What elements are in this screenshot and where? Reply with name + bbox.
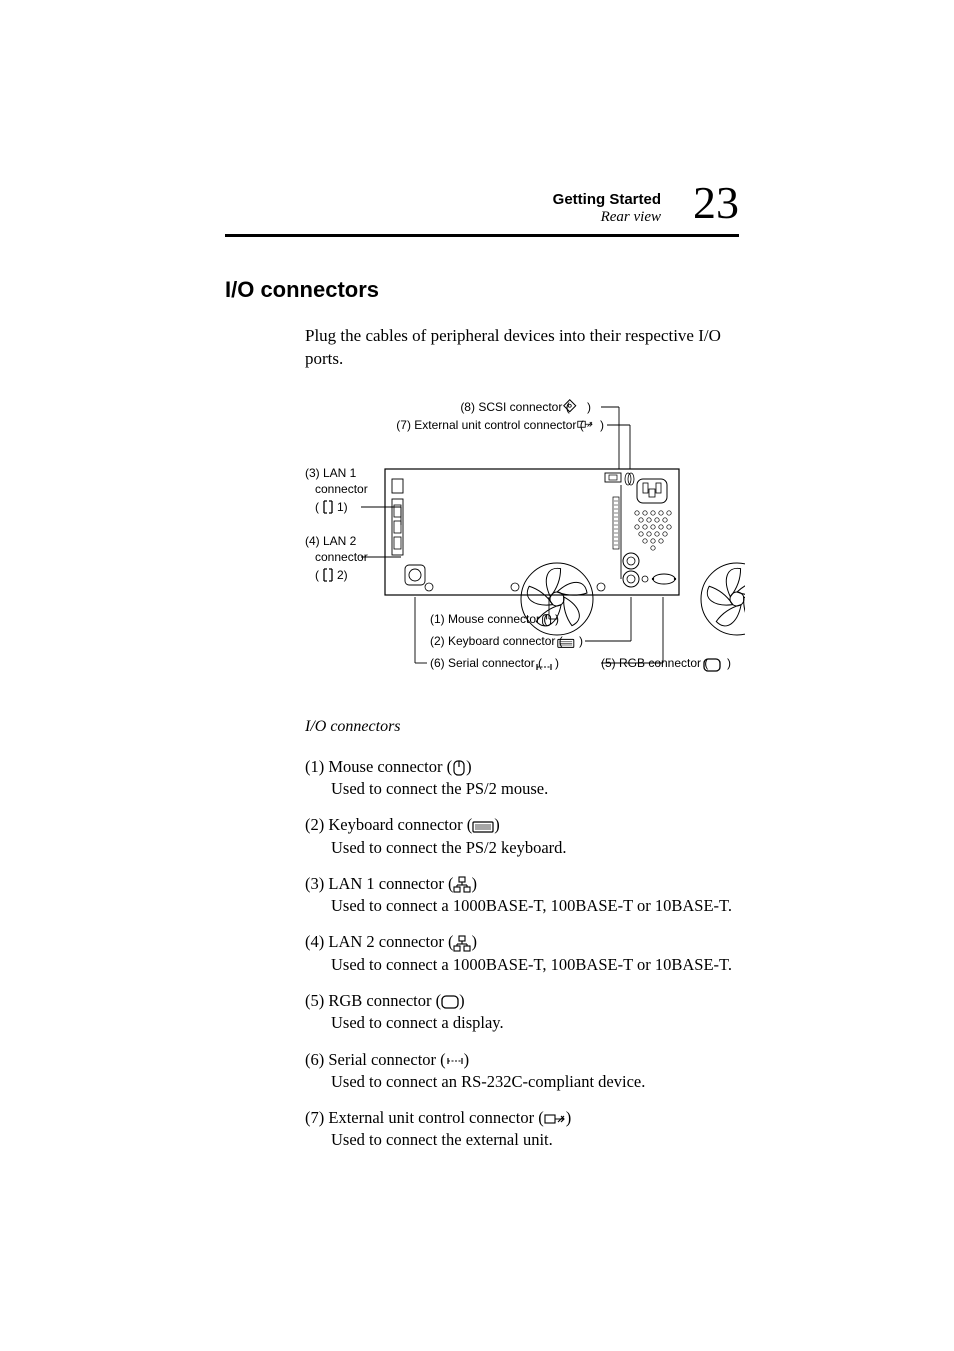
diagram-caption: I/O connectors [305, 718, 739, 736]
item-1: (1) Mouse connector () Used to connect t… [305, 756, 739, 801]
mouse-icon [452, 759, 466, 777]
dlabel-ext: (7) External unit control connector ( [396, 418, 583, 432]
monitor-icon [441, 994, 459, 1010]
lan-icon [453, 876, 471, 894]
item-1-head: (1) Mouse connector ( [305, 757, 452, 776]
item-7: (7) External unit control connector () U… [305, 1107, 739, 1152]
dlabel-lan2b: connector [315, 550, 368, 564]
item-6: (6) Serial connector () Used to connect … [305, 1049, 739, 1094]
dlabel-lan2a: (4) LAN 2 [305, 534, 357, 548]
io-diagram: (8) SCSI connector ( ) (7) External unit… [305, 397, 745, 712]
dlabel-mouse-close: ) [555, 612, 559, 626]
dlabel-lan2d: 2) [337, 568, 348, 582]
dlabel-ext-close: ) [600, 418, 604, 432]
dlabel-lan1b: connector [315, 482, 368, 496]
page-number: 23 [693, 180, 739, 226]
item-7-tail: ) [566, 1108, 572, 1127]
lan-icon [453, 935, 471, 953]
item-2: (2) Keyboard connector () Used to connec… [305, 814, 739, 859]
item-1-tail: ) [466, 757, 472, 776]
dlabel-kbd-close: ) [579, 634, 583, 648]
item-5-desc: Used to connect a display. [305, 1012, 739, 1034]
dlabel-lan1a: (3) LAN 1 [305, 466, 357, 480]
item-4: (4) LAN 2 connector () Used to connect a… [305, 931, 739, 976]
item-3-head: (3) LAN 1 connector ( [305, 874, 453, 893]
dlabel-rgb-close: ) [727, 656, 731, 670]
item-6-head: (6) Serial connector ( [305, 1050, 446, 1069]
dlabel-rgb: (5) RGB connector ( [601, 656, 708, 670]
item-3-tail: ) [471, 874, 477, 893]
item-7-desc: Used to connect the external unit. [305, 1129, 739, 1151]
item-2-tail: ) [494, 815, 500, 834]
item-1-desc: Used to connect the PS/2 mouse. [305, 778, 739, 800]
serial-icon [446, 1053, 464, 1069]
item-4-tail: ) [471, 932, 477, 951]
item-6-desc: Used to connect an RS-232C-compliant dev… [305, 1071, 739, 1093]
keyboard-icon [472, 819, 494, 835]
dlabel-serial: (6) Serial connector ( [430, 656, 542, 670]
dlabel-kbd: (2) Keyboard connector ( [430, 634, 563, 648]
item-5-tail: ) [459, 991, 465, 1010]
intro-text: Plug the cables of peripheral devices in… [305, 325, 739, 371]
item-3-desc: Used to connect a 1000BASE-T, 100BASE-T … [305, 895, 739, 917]
header-section: Getting Started [553, 192, 661, 209]
item-6-tail: ) [464, 1050, 470, 1069]
item-2-desc: Used to connect the PS/2 keyboard. [305, 837, 739, 859]
dlabel-serial-close: ) [555, 656, 559, 670]
item-2-head: (2) Keyboard connector ( [305, 815, 472, 834]
item-4-desc: Used to connect a 1000BASE-T, 100BASE-T … [305, 954, 739, 976]
dlabel-scsi-close: ) [587, 400, 591, 414]
section-title: I/O connectors [225, 277, 739, 303]
dlabel-mouse: (1) Mouse connector ( [430, 612, 547, 626]
item-5: (5) RGB connector () Used to connect a d… [305, 990, 739, 1035]
item-4-head: (4) LAN 2 connector ( [305, 932, 453, 951]
external-unit-icon [544, 1112, 566, 1126]
dlabel-lan1d: 1) [337, 500, 348, 514]
item-7-head: (7) External unit control connector ( [305, 1108, 544, 1127]
dlabel-lan2c: ( [315, 568, 319, 582]
page-header: Getting Started Rear view 23 [225, 180, 739, 226]
header-subsection: Rear view [553, 208, 661, 226]
item-3: (3) LAN 1 connector () Used to connect a… [305, 873, 739, 918]
item-5-head: (5) RGB connector ( [305, 991, 441, 1010]
dlabel-lan1c: ( [315, 500, 319, 514]
header-rule [225, 234, 739, 237]
dlabel-scsi: (8) SCSI connector ( [460, 400, 569, 414]
